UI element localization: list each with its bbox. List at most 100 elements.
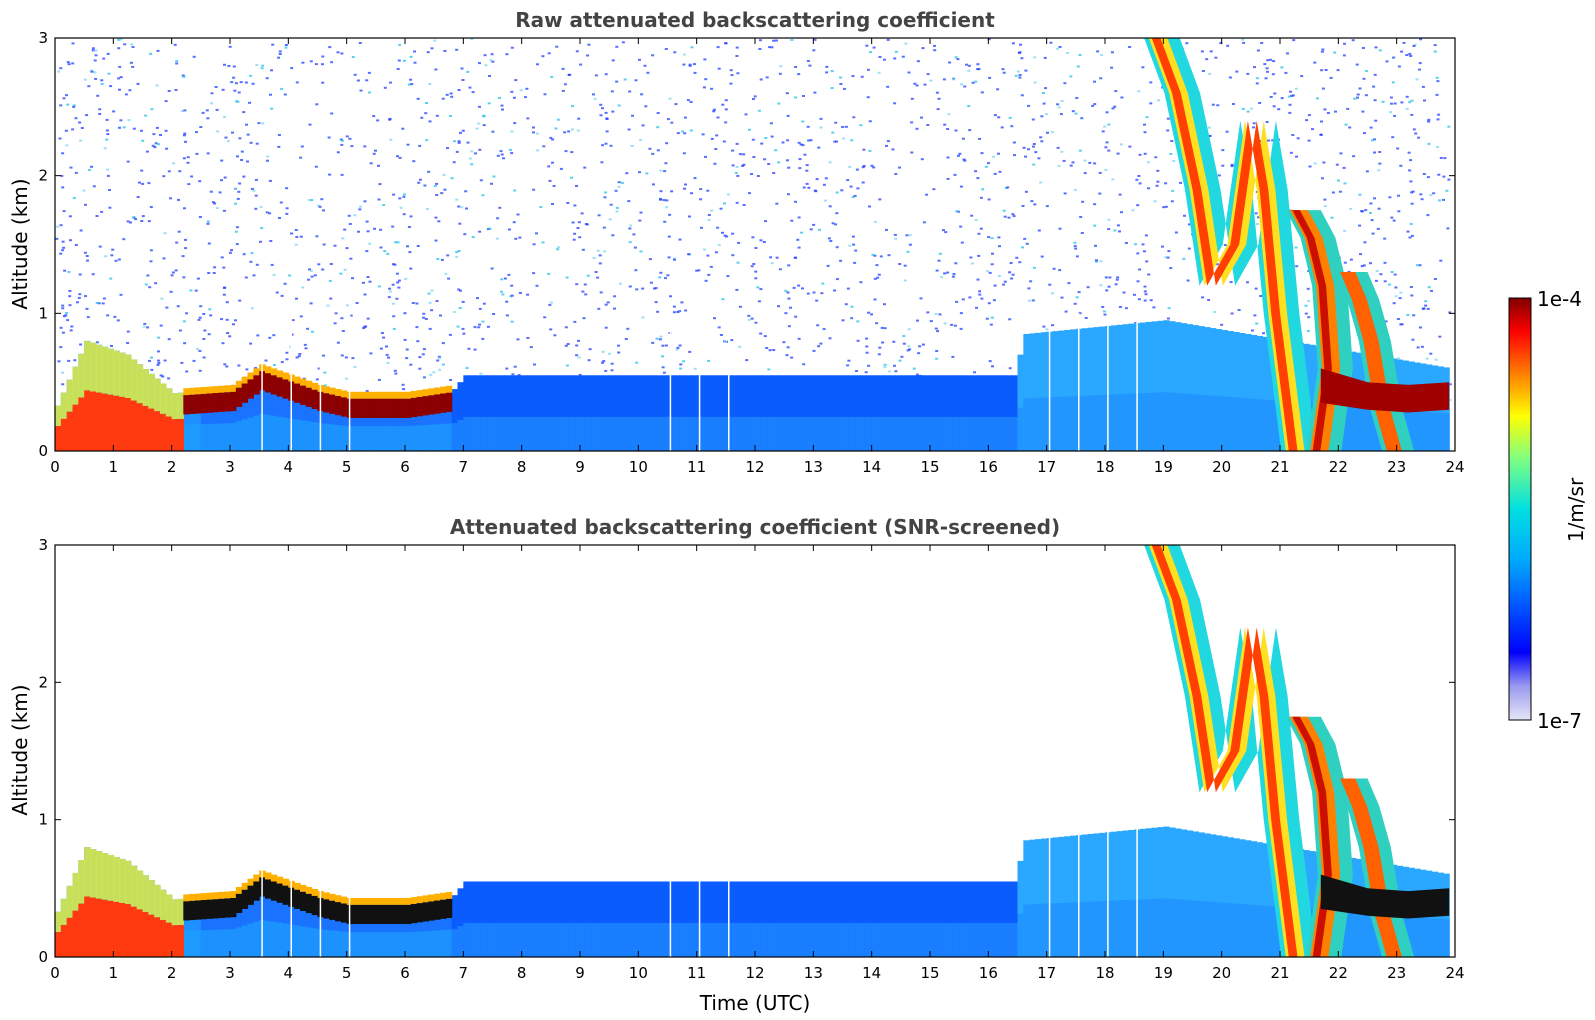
noise-pixel <box>470 150 474 153</box>
noise-pixel <box>1010 277 1014 280</box>
backscatter-column <box>935 881 943 957</box>
noise-pixel <box>207 242 211 245</box>
noise-pixel <box>840 189 844 192</box>
noise-pixel <box>490 267 494 270</box>
noise-pixel <box>1433 50 1437 53</box>
backscatter-column <box>585 416 593 451</box>
noise-pixel <box>992 299 996 302</box>
noise-pixel <box>1422 173 1426 175</box>
noise-pixel <box>169 290 173 293</box>
noise-pixel <box>878 198 882 201</box>
noise-pixel <box>398 43 402 46</box>
noise-pixel <box>415 302 419 305</box>
noise-pixel <box>1389 96 1393 99</box>
noise-pixel <box>1291 94 1295 97</box>
backscatter-column <box>1087 395 1094 451</box>
noise-pixel <box>617 344 620 347</box>
noise-pixel <box>583 166 587 169</box>
layer-cell <box>381 904 389 925</box>
noise-pixel <box>821 282 825 285</box>
backscatter-column <box>690 375 698 451</box>
noise-pixel <box>459 289 462 292</box>
backscatter-column <box>591 416 599 451</box>
noise-pixel <box>1221 164 1225 167</box>
backscatter-column <box>1262 399 1269 451</box>
noise-pixel <box>866 96 870 99</box>
noise-pixel <box>731 254 735 257</box>
noise-pixel <box>1377 207 1381 210</box>
noise-pixel <box>815 178 819 181</box>
layer-cell <box>329 900 336 920</box>
noise-pixel <box>1361 47 1365 49</box>
noise-pixel <box>420 116 424 119</box>
backscatter-column <box>200 424 208 451</box>
noise-pixel <box>1383 280 1387 283</box>
noise-pixel <box>1385 60 1389 63</box>
noise-pixel <box>683 187 686 190</box>
noise-pixel <box>406 143 410 146</box>
noise-pixel <box>1111 107 1115 110</box>
backscatter-column <box>900 375 908 451</box>
backscatter-column <box>877 416 884 451</box>
backscatter-column <box>638 923 645 957</box>
noise-pixel <box>870 313 873 316</box>
noise-pixel <box>498 97 501 99</box>
layer-cell <box>154 378 161 412</box>
noise-pixel <box>143 322 147 325</box>
backscatter-column <box>743 375 750 451</box>
layer-cell <box>78 397 85 451</box>
backscatter-column <box>708 923 715 957</box>
noise-pixel <box>427 170 431 173</box>
backscatter-column <box>1052 903 1059 957</box>
noise-pixel <box>617 181 621 184</box>
noise-pixel <box>735 55 739 57</box>
noise-pixel <box>98 108 102 111</box>
backscatter-column <box>206 896 214 957</box>
noise-pixel <box>496 217 500 220</box>
noise-pixel <box>1050 292 1054 295</box>
backscatter-column <box>591 923 599 957</box>
noise-pixel <box>688 63 692 66</box>
noise-pixel <box>869 51 872 54</box>
noise-pixel <box>532 131 535 134</box>
noise-pixel <box>1022 146 1026 149</box>
backscatter-column <box>189 391 196 451</box>
backscatter-column <box>294 419 301 451</box>
noise-pixel <box>1260 42 1264 44</box>
noise-pixel <box>640 93 644 96</box>
backscatter-column <box>1000 416 1007 451</box>
noise-pixel <box>163 232 167 235</box>
noise-pixel <box>471 236 475 239</box>
noise-pixel <box>723 202 726 205</box>
backscatter-column <box>305 927 313 957</box>
noise-pixel <box>1410 202 1414 205</box>
backscatter-column <box>784 923 791 957</box>
noise-pixel <box>601 144 605 147</box>
noise-pixel <box>959 327 963 330</box>
layer-cell <box>399 904 406 925</box>
backscatter-column <box>702 375 709 451</box>
noise-pixel <box>79 139 83 142</box>
noise-pixel <box>548 179 552 182</box>
noise-pixel <box>182 75 186 78</box>
noise-pixel <box>1011 42 1015 45</box>
noise-pixel <box>1266 70 1269 73</box>
noise-pixel <box>93 71 97 74</box>
noise-pixel <box>449 379 453 381</box>
noise-pixel <box>644 105 648 108</box>
layer-cell <box>230 891 237 898</box>
noise-pixel <box>71 128 75 131</box>
layer-cell <box>434 394 441 414</box>
backscatter-column <box>294 886 301 957</box>
noise-pixel <box>323 371 327 374</box>
backscatter-column <box>615 375 622 451</box>
noise-pixel <box>58 137 62 140</box>
layer-cell <box>72 910 79 957</box>
noise-pixel <box>670 190 674 193</box>
noise-pixel <box>1397 210 1401 213</box>
noise-pixel <box>894 50 898 53</box>
noise-pixel <box>181 255 185 258</box>
noise-pixel <box>184 140 187 143</box>
backscatter-column <box>1221 396 1229 451</box>
noise-pixel <box>923 83 927 86</box>
